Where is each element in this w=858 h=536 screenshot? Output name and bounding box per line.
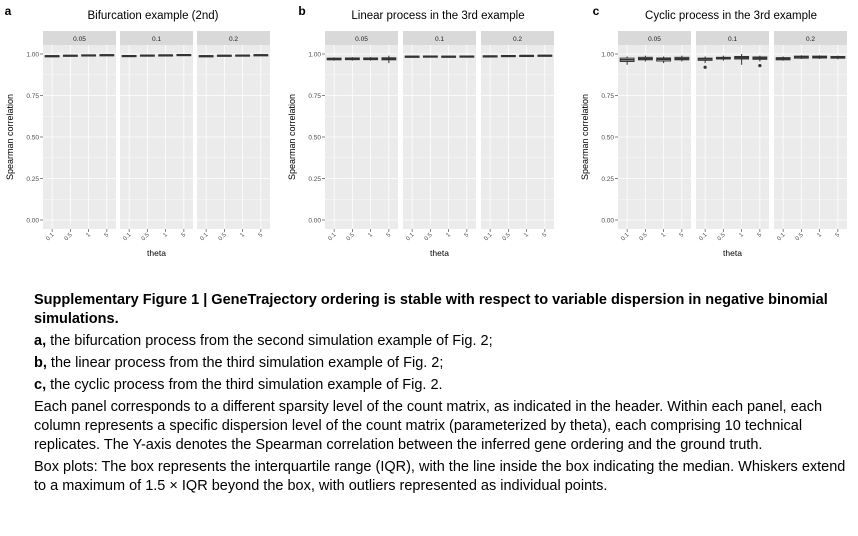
facet-strip — [325, 31, 398, 45]
y-tick-label: 1.00 — [308, 52, 321, 59]
x-tick-label: 0.1 — [199, 232, 210, 243]
x-tick-label: 0.1 — [122, 232, 133, 243]
x-tick-label: 1 — [816, 232, 823, 239]
y-tick-label: 0.25 — [601, 176, 614, 183]
facet-strip — [774, 31, 847, 45]
y-tick-label: 0.25 — [308, 176, 321, 183]
x-tick-label: 1 — [523, 232, 530, 239]
facet-strip — [197, 31, 270, 45]
facet-strip — [120, 31, 193, 45]
y-axis-label: Spearman correlation — [580, 94, 590, 180]
panel-letter: c — [593, 4, 600, 18]
caption-item-c: c, the cyclic process from the third sim… — [34, 376, 852, 395]
caption-letter-a: a, — [34, 333, 47, 349]
facet-strip-label: 0.05 — [648, 36, 661, 43]
x-tick-label: 5 — [181, 232, 188, 239]
x-tick-label: 5 — [542, 232, 549, 239]
y-tick-label: 0.50 — [601, 135, 614, 142]
caption-item-b: b, the linear process from the third sim… — [34, 354, 852, 373]
x-tick-label: 0.5 — [639, 232, 650, 243]
x-tick-label: 5 — [835, 232, 842, 239]
x-axis-label: theta — [147, 248, 166, 258]
caption-text-a: the bifurcation process from the second … — [46, 333, 493, 349]
y-tick-label: 0.50 — [308, 135, 321, 142]
y-axis-label: Spearman correlation — [287, 94, 297, 180]
y-tick-label: 0.00 — [601, 218, 614, 225]
y-tick-label: 0.00 — [308, 218, 321, 225]
facet-strip — [618, 31, 691, 45]
x-tick-label: 0.5 — [141, 232, 152, 243]
x-tick-label: 0.1 — [483, 232, 494, 243]
caption-title: Supplementary Figure 1 | GeneTrajectory … — [34, 292, 828, 327]
x-tick-label: 1 — [660, 232, 667, 239]
facet-strip-label: 0.1 — [728, 36, 737, 43]
box-outlier — [703, 65, 707, 69]
x-tick-label: 1 — [85, 232, 92, 239]
y-axis-label: Spearman correlation — [5, 94, 15, 180]
caption-text-b: the linear process from the third simula… — [46, 355, 444, 371]
facet-strip-label: 0.05 — [355, 36, 368, 43]
y-tick-label: 1.00 — [601, 52, 614, 59]
x-tick-label: 1 — [239, 232, 246, 239]
x-tick-label: 5 — [258, 232, 265, 239]
facet-strip-label: 0.05 — [73, 36, 86, 43]
x-tick-label: 0.1 — [327, 232, 338, 243]
y-tick-label: 0.00 — [26, 218, 39, 225]
x-tick-label: 1 — [445, 232, 452, 239]
x-tick-label: 1 — [367, 232, 374, 239]
x-tick-label: 1 — [162, 232, 169, 239]
x-axis-label: theta — [430, 248, 449, 258]
facet-strip-label: 0.2 — [229, 36, 238, 43]
y-tick-label: 0.25 — [26, 176, 39, 183]
supplementary-figure: a Bifurcation example (2nd) Spearman corre… — [5, 4, 847, 258]
x-tick-label: 0.1 — [698, 232, 709, 243]
caption-letter-c: c, — [34, 377, 47, 393]
x-tick-label: 0.5 — [502, 232, 513, 243]
chart-title: Cyclic process in the 3rd example — [645, 10, 817, 22]
facet-strip-label: 0.1 — [152, 36, 161, 43]
caption-paragraph-description: Each panel corresponds to a different sp… — [34, 399, 823, 453]
facet-strip-label: 0.2 — [806, 36, 815, 43]
y-tick-label: 0.75 — [601, 93, 614, 100]
x-axis-label: theta — [723, 248, 742, 258]
x-tick-label: 0.5 — [717, 232, 728, 243]
x-tick-label: 5 — [104, 232, 111, 239]
facet-strip-label: 0.1 — [435, 36, 444, 43]
caption-text-c: the cyclic process from the third simula… — [46, 377, 443, 393]
x-tick-label: 1 — [738, 232, 745, 239]
x-tick-label: 5 — [464, 232, 471, 239]
y-tick-label: 0.75 — [26, 93, 39, 100]
caption-item-a: a, the bifurcation process from the seco… — [34, 332, 852, 351]
facet-strip — [403, 31, 476, 45]
x-tick-label: 0.1 — [776, 232, 787, 243]
x-tick-label: 5 — [386, 232, 393, 239]
facet-strip — [696, 31, 769, 45]
panel-letter: a — [5, 4, 12, 18]
x-tick-label: 0.5 — [795, 232, 806, 243]
x-tick-label: 0.5 — [424, 232, 435, 243]
panel-letter: b — [298, 4, 305, 18]
x-tick-label: 0.5 — [346, 232, 357, 243]
caption-paragraph-boxplots: Box plots: The box represents the interq… — [34, 459, 846, 494]
x-tick-label: 0.5 — [218, 232, 229, 243]
x-tick-label: 0.1 — [620, 232, 631, 243]
x-tick-label: 0.1 — [405, 232, 416, 243]
y-tick-label: 1.00 — [26, 52, 39, 59]
x-tick-label: 0.5 — [64, 232, 75, 243]
x-tick-label: 5 — [679, 232, 686, 239]
caption-letter-b: b, — [34, 355, 47, 371]
y-tick-label: 0.50 — [26, 135, 39, 142]
chart-title: Linear process in the 3rd example — [351, 10, 524, 22]
facet-strip — [43, 31, 116, 45]
y-tick-label: 0.75 — [308, 93, 321, 100]
box-outlier — [758, 64, 762, 68]
facet-strip-label: 0.2 — [513, 36, 522, 43]
facet-strip — [481, 31, 554, 45]
x-tick-label: 5 — [757, 232, 764, 239]
figure-caption: Supplementary Figure 1 | GeneTrajectory … — [34, 291, 852, 499]
x-tick-label: 0.1 — [45, 232, 56, 243]
chart-title: Bifurcation example (2nd) — [87, 10, 218, 22]
